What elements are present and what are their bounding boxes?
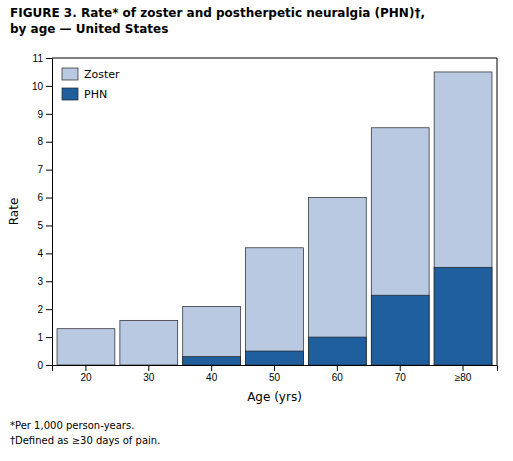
x-tick: ≥80 (455, 365, 472, 383)
y-tick-label: 1 (37, 332, 43, 343)
chart: FIGURE 3. Rate* of zoster and postherpet… (0, 0, 513, 461)
y-axis-title: Rate (7, 198, 21, 226)
y-tick: 8 (37, 136, 52, 147)
frame-top (52, 58, 497, 59)
x-tick: 20 (80, 365, 92, 383)
y-tick: 9 (37, 109, 52, 120)
y-tick-mark (46, 281, 52, 282)
bar (120, 365, 178, 366)
y-tick: 7 (37, 164, 52, 175)
bar (246, 248, 304, 365)
y-tick-mark (46, 142, 52, 143)
bar (120, 320, 178, 365)
y-tick: 3 (37, 276, 52, 287)
legend-label: Zoster (84, 68, 120, 81)
x-tick-label: 20 (80, 372, 92, 383)
y-tick-label: 4 (37, 248, 43, 259)
y-tick-mark (46, 309, 52, 310)
frame-right (497, 58, 498, 365)
legend-swatch (62, 88, 78, 100)
legend-item: PHN (62, 88, 107, 101)
y-tick: 10 (32, 81, 52, 92)
x-tick-label: ≥80 (455, 372, 472, 383)
y-tick: 11 (33, 53, 52, 64)
x-tick: 30 (143, 365, 155, 383)
y-tick: 4 (37, 248, 52, 259)
y-tick-mark (46, 198, 52, 199)
y-tick-label: 8 (37, 136, 43, 147)
y-axis: 0 1 2 3 4 5 6 7 8 9 10 11 (32, 53, 53, 371)
x-tick-mark (85, 365, 86, 371)
bars (57, 72, 492, 365)
x-tick: 40 (206, 365, 218, 383)
x-tick-mark (211, 365, 212, 371)
x-tick-mark (463, 365, 464, 371)
y-tick: 0 (37, 360, 52, 371)
bar (434, 72, 492, 365)
subtitle: by age — United States (10, 22, 168, 36)
y-tick-mark (46, 86, 52, 87)
bar (57, 365, 115, 366)
y-tick-mark (46, 365, 52, 366)
x-tick-mark (337, 365, 338, 371)
x-axis-line (53, 366, 498, 372)
y-tick-label: 11 (33, 53, 44, 64)
bar (246, 351, 304, 365)
x-tick-label: 30 (143, 372, 155, 383)
y-tick: 2 (37, 304, 52, 315)
y-tick-label: 3 (37, 276, 43, 287)
bar (371, 295, 429, 365)
y-axis-line (46, 59, 53, 366)
y-tick-mark (46, 337, 52, 338)
legend-label: PHN (84, 88, 107, 101)
bar (183, 357, 241, 365)
y-tick-label: 7 (37, 164, 43, 175)
y-tick-label: 5 (37, 220, 43, 231)
x-tick: 50 (269, 365, 281, 383)
legend: Zoster PHN (62, 68, 120, 101)
x-tick-label: 60 (332, 372, 344, 383)
y-tick-mark (46, 225, 52, 226)
bar (183, 306, 241, 365)
x-tick: 70 (395, 365, 407, 383)
bar (371, 128, 429, 365)
x-tick-mark (400, 365, 401, 371)
title: FIGURE 3. Rate* of zoster and postherpet… (10, 6, 425, 20)
x-tick: 60 (332, 365, 344, 383)
footnote: *Per 1,000 person-years. (10, 420, 134, 431)
x-tick-mark (274, 365, 275, 371)
y-tick-mark (46, 58, 52, 59)
y-tick: 1 (37, 332, 52, 343)
x-tick-mark (148, 365, 149, 371)
x-axis: 20 30 40 50 60 70 ≥80 (53, 365, 498, 383)
legend-item: Zoster (62, 68, 120, 81)
y-tick-label: 0 (37, 360, 43, 371)
y-tick-label: 2 (37, 304, 43, 315)
x-tick-label: 50 (269, 372, 281, 383)
bar (57, 329, 115, 365)
y-tick-mark (46, 170, 52, 171)
x-axis-title: Age (yrs) (247, 390, 302, 404)
bar (308, 198, 366, 365)
x-tick-label: 70 (395, 372, 407, 383)
y-tick: 5 (37, 220, 52, 231)
plot: 0 1 2 3 4 5 6 7 8 9 10 11 20 30 40 50 60 70 ≥80 Age (yrs) Ra… (7, 53, 498, 404)
bar (434, 267, 492, 365)
y-tick-mark (46, 253, 52, 254)
x-tick-label: 40 (206, 372, 218, 383)
bar (308, 337, 366, 365)
y-tick-label: 6 (37, 192, 43, 203)
y-tick-label: 10 (32, 81, 44, 92)
y-tick-mark (46, 114, 52, 115)
legend-swatch (62, 68, 78, 80)
y-tick-label: 9 (37, 109, 43, 120)
footnote: †Defined as ≥30 days of pain. (10, 435, 160, 446)
y-tick: 6 (37, 192, 52, 203)
